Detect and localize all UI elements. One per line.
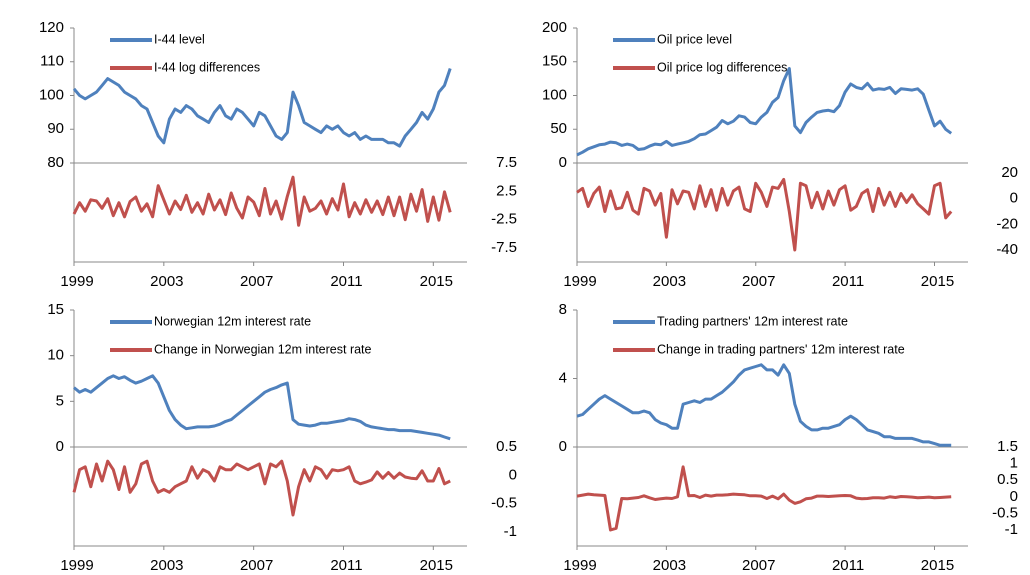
y2-tick-label: 20 (1001, 164, 1018, 181)
legend: Oil price level (657, 32, 732, 46)
y2-tick-label: -40 (996, 241, 1018, 258)
x-tick-label: 1999 (563, 273, 596, 290)
x-tick-label: 1999 (60, 273, 93, 290)
y2-tick-label: -2.5 (491, 211, 517, 228)
y-tick-label: 0 (559, 438, 567, 455)
x-tick-label: 2003 (653, 557, 686, 574)
series-line (72, 459, 451, 517)
x-tick-label: 2015 (420, 557, 453, 574)
y2-tick-label: -1 (1005, 521, 1018, 538)
series-line (72, 68, 452, 148)
x-tick-label: 2007 (240, 273, 273, 290)
y-tick-label: 110 (40, 53, 64, 70)
x-tick-label: 2015 (921, 273, 954, 290)
series-line (72, 175, 452, 227)
y-tick-label: 120 (39, 19, 64, 36)
y-tick-label: 10 (47, 347, 64, 364)
y-tick-label: 150 (542, 53, 567, 70)
legend: I-44 log differences (154, 60, 260, 74)
y2-tick-label: 0.5 (997, 471, 1018, 488)
series-line (576, 177, 953, 252)
y-tick-label: 80 (47, 154, 64, 171)
x-tick-label: 2015 (921, 557, 954, 574)
x-tick-label: 2007 (742, 557, 775, 574)
y2-tick-label: -7.5 (491, 239, 517, 256)
y-tick-label: 5 (56, 392, 64, 409)
y-tick-label: 0 (56, 438, 64, 455)
x-tick-label: 1999 (60, 557, 93, 574)
y2-tick-label: 0 (509, 466, 517, 483)
x-tick-label: 2003 (150, 273, 183, 290)
y-tick-label: 100 (39, 86, 64, 103)
series-line (576, 363, 952, 447)
y2-tick-label: -0.5 (992, 504, 1018, 521)
legend: Norwegian 12m interest rate (154, 314, 311, 328)
x-tick-label: 2007 (742, 273, 775, 290)
x-tick-label: 2003 (150, 557, 183, 574)
x-tick-label: 2011 (330, 557, 362, 574)
y2-tick-label: 0 (1010, 488, 1018, 505)
y2-tick-label: -1 (504, 523, 517, 540)
legend: Oil price log differences (657, 60, 787, 74)
y2-tick-label: 7.5 (496, 154, 517, 171)
legend: Trading partners' 12m interest rate (657, 314, 848, 328)
legend: Change in Norwegian 12m interest rate (154, 342, 372, 356)
x-tick-label: 2015 (420, 273, 453, 290)
x-tick-label: 2011 (330, 273, 362, 290)
y2-tick-label: 1.5 (997, 438, 1018, 455)
series-line (576, 67, 953, 157)
y2-tick-label: -0.5 (491, 495, 517, 512)
y-tick-label: 100 (542, 86, 567, 103)
y-tick-label: 15 (47, 301, 64, 318)
y-tick-label: 4 (559, 369, 567, 386)
y2-tick-label: 0.5 (496, 438, 517, 455)
y-tick-label: 8 (559, 301, 567, 318)
x-tick-label: 1999 (563, 557, 596, 574)
y-tick-label: 50 (550, 120, 567, 137)
y2-tick-label: 1 (1010, 455, 1018, 472)
x-tick-label: 2011 (832, 273, 864, 290)
y2-tick-label: 0 (1010, 190, 1018, 207)
x-tick-label: 2011 (832, 557, 864, 574)
y2-tick-label: -20 (996, 215, 1018, 232)
legend: Change in trading partners' 12m interest… (657, 342, 905, 356)
y-tick-label: 200 (542, 19, 567, 36)
x-tick-label: 2007 (240, 557, 273, 574)
y-tick-label: 90 (47, 120, 64, 137)
y2-tick-label: 2.5 (496, 182, 517, 199)
legend: I-44 level (154, 32, 205, 46)
x-tick-label: 2003 (653, 273, 686, 290)
series-line (73, 374, 451, 441)
y-tick-label: 0 (559, 154, 567, 171)
series-line (576, 465, 952, 532)
